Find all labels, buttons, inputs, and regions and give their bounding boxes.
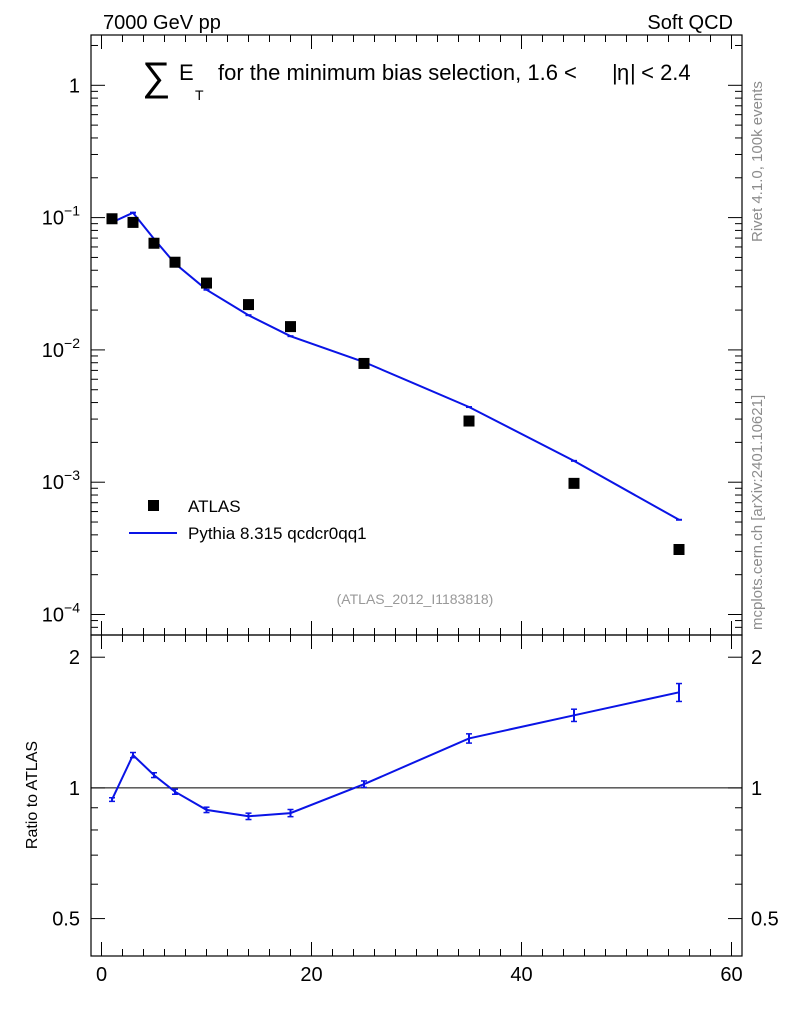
x-tick-label: 60 [720, 964, 742, 986]
ratio-y-tick-label-right: 1 [751, 778, 762, 800]
atlas-data-point [673, 543, 685, 555]
main-y-tick-label: 10−1 [42, 203, 80, 230]
atlas-data-point [106, 213, 118, 225]
atlas-data-point [201, 277, 212, 289]
legend-mc-label: Pythia 8.315 qcdcr0qq1 [188, 524, 367, 543]
atlas-data-point [148, 237, 160, 249]
main-x-ticks [101, 35, 732, 635]
atlas-data-point [358, 357, 370, 369]
atlas-data-point [243, 299, 254, 311]
main-y-tick-labels: 1 10−1 10−2 10−3 10−4 [42, 75, 80, 626]
plot-title: ∑ E T for the minimum bias selection, 1.… [142, 55, 691, 103]
atlas-data-point [169, 256, 181, 268]
x-tick-label: 20 [300, 964, 322, 986]
title-text: for the minimum bias selection, 1.6 < [218, 60, 577, 85]
atlas-data-points [106, 213, 685, 555]
title-sum-symbol: ∑ [142, 55, 171, 99]
ratio-y-tick-label: 0.5 [52, 909, 80, 931]
title-abs-open: | [612, 60, 618, 85]
legend-atlas-label: ATLAS [188, 497, 241, 516]
x-tick-label: 40 [510, 964, 532, 986]
main-y-ticks [91, 44, 742, 636]
ratio-frame [90, 634, 743, 957]
ratio-y-tick-labels: 2 2 1 1 0.5 0.5 [52, 647, 779, 930]
title-t-subscript: T [195, 87, 204, 103]
ratio-mc-line [111, 691, 680, 818]
atlas-data-point [463, 415, 475, 427]
main-y-tick-label: 10−2 [42, 335, 80, 362]
ratio-y-ticks [91, 656, 742, 920]
ratio-y-tick-label-right: 2 [751, 647, 762, 669]
main-y-tick-label: 10−3 [42, 467, 80, 494]
ratio-y-tick-label: 2 [69, 647, 80, 669]
ratio-y-axis-label: Ratio to ATLAS [24, 741, 41, 849]
title-eta: η [617, 60, 629, 85]
mc-line [111, 211, 680, 521]
ratio-y-tick-label-right: 0.5 [751, 909, 779, 931]
x-tick-labels: 0 20 40 60 [96, 964, 743, 986]
rivet-label: Rivet 4.1.0, 100k events [749, 81, 766, 242]
main-frame [90, 34, 743, 636]
process-label: Soft QCD [647, 12, 733, 34]
main-panel: 1 10−1 10−2 10−3 10−4 ∑ E T for the minimum … [42, 34, 743, 636]
atlas-data-point [568, 477, 580, 489]
analysis-watermark: (ATLAS_2012_I1183818) [337, 591, 494, 607]
ratio-mc-error-bars [109, 682, 682, 821]
main-y-tick-label: 1 [69, 75, 80, 97]
ratio-x-ticks [101, 635, 732, 956]
x-tick-label: 0 [96, 964, 107, 986]
atlas-data-point [285, 321, 296, 333]
title-range-end: < 2.4 [635, 60, 691, 85]
ratio-y-tick-label: 1 [69, 778, 80, 800]
main-y-tick-label: 10−4 [42, 600, 80, 627]
mcplots-label: mcplots.cern.ch [arXiv:2401.10621] [749, 395, 766, 630]
ratio-panel: 2 2 1 1 0.5 0.5 0 20 40 60 Ratio to ATLAS [24, 634, 779, 986]
atlas-data-point [127, 216, 139, 228]
title-abs-close: | [630, 60, 636, 85]
legend-atlas-marker [148, 500, 159, 511]
title-e: E [179, 60, 194, 85]
legend: ATLAS Pythia 8.315 qcdcr0qq1 [129, 497, 367, 543]
energy-label: 7000 GeV pp [103, 12, 221, 34]
